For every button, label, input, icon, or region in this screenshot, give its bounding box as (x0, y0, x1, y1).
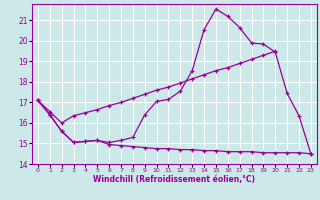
X-axis label: Windchill (Refroidissement éolien,°C): Windchill (Refroidissement éolien,°C) (93, 175, 255, 184)
